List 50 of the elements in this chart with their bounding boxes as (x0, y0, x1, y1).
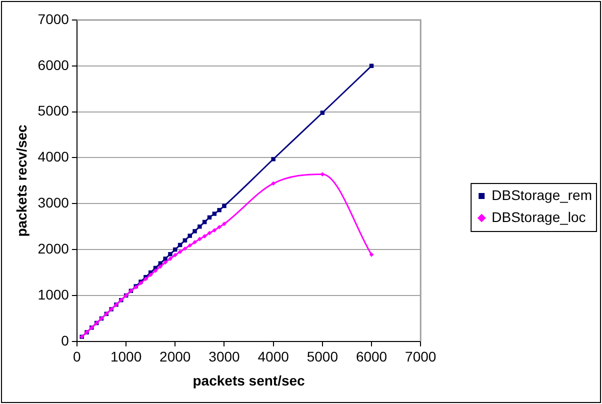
legend-label: DBStorage_loc (492, 208, 586, 225)
point (158, 264, 163, 269)
point (188, 243, 192, 248)
point (163, 260, 168, 265)
point (163, 256, 168, 261)
y-tick-label: 1000 (38, 286, 70, 302)
point (320, 172, 325, 176)
point (222, 222, 226, 226)
y-tick-label: 6000 (38, 56, 70, 73)
point (168, 256, 172, 261)
point (271, 181, 276, 186)
point (153, 268, 158, 273)
point (192, 240, 197, 244)
x-tick-label: 4000 (258, 348, 290, 365)
x-tick-label: 0 (73, 348, 82, 365)
y-tick-label: 7000 (38, 10, 70, 27)
y-tick-label: 2000 (38, 240, 70, 256)
point (207, 230, 212, 236)
point (212, 228, 217, 232)
x-axis-title: packets sent/sec (192, 372, 306, 388)
point (172, 252, 178, 258)
y-tick-label: 4000 (38, 148, 70, 165)
point (222, 204, 226, 208)
point (271, 157, 276, 162)
point (178, 250, 182, 254)
point (217, 224, 222, 230)
point (198, 224, 202, 229)
point (188, 234, 192, 238)
x-tick-label: 2000 (160, 348, 191, 365)
point (148, 272, 153, 278)
point (202, 234, 207, 238)
point (182, 246, 188, 251)
point (192, 229, 197, 234)
point (369, 252, 374, 257)
legend-label: DBStorage_rem (492, 186, 592, 203)
point (173, 247, 178, 252)
x-tick-label: 5000 (306, 348, 338, 365)
y-tick-label: 3000 (38, 194, 70, 211)
y-tick-label: 0 (61, 332, 70, 348)
point (197, 236, 202, 242)
x-tick-label: 7000 (405, 348, 436, 365)
point (217, 208, 222, 212)
y-tick-label: 5000 (38, 102, 70, 119)
point (168, 252, 172, 256)
y-axis-title: packets recv/sec (13, 124, 30, 237)
point (320, 110, 325, 115)
x-tick-label: 3000 (208, 348, 240, 365)
point (212, 212, 217, 216)
x-tick-label: 1000 (110, 348, 142, 365)
x-tick-label: 6000 (356, 348, 388, 365)
